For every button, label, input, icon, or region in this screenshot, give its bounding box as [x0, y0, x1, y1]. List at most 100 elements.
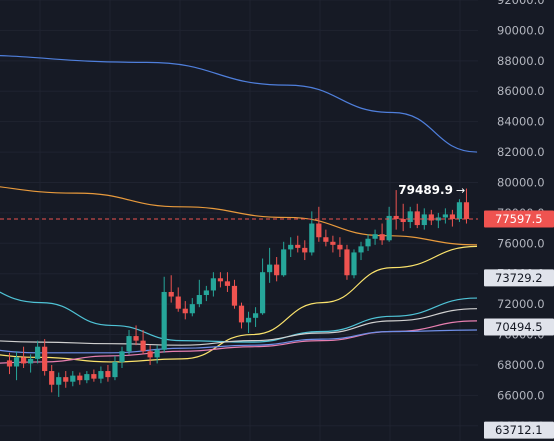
candle-body [295, 244, 301, 248]
candle[interactable] [42, 339, 48, 376]
candle[interactable] [238, 302, 245, 329]
candle[interactable] [351, 249, 357, 279]
candle-body [154, 349, 160, 358]
candle[interactable] [252, 307, 259, 327]
y-tick-label: 90000.0 [497, 23, 545, 37]
high-annotation-label: 79489.9 [398, 183, 453, 197]
price-tag-background [484, 269, 554, 287]
candle[interactable] [442, 208, 448, 224]
candle[interactable] [119, 346, 125, 369]
candle[interactable] [210, 272, 216, 297]
candle-body [56, 377, 62, 385]
candle[interactable] [84, 371, 90, 384]
candle-body [28, 358, 34, 364]
candle[interactable] [63, 371, 69, 388]
candle-body [77, 375, 83, 381]
candle-body [309, 223, 315, 253]
candle[interactable] [259, 258, 266, 315]
candle[interactable] [70, 371, 76, 387]
candle[interactable] [456, 199, 463, 223]
candle[interactable] [217, 272, 224, 288]
candle[interactable] [358, 241, 364, 261]
candle[interactable] [421, 208, 427, 230]
candle-layer [6, 188, 470, 397]
candle-body [442, 214, 448, 218]
candle[interactable] [98, 366, 104, 384]
candle[interactable] [295, 235, 301, 253]
candle[interactable] [203, 285, 209, 302]
candle[interactable] [105, 364, 111, 382]
candle[interactable] [379, 223, 385, 245]
candle[interactable] [140, 329, 146, 355]
candle-body [6, 360, 13, 367]
candle[interactable] [245, 311, 252, 334]
candle[interactable] [56, 372, 62, 397]
candle[interactable] [400, 203, 406, 232]
price-tag: 63712.1 [484, 421, 554, 439]
candle[interactable] [393, 190, 399, 230]
candle-body [238, 305, 245, 323]
candle[interactable] [231, 279, 238, 309]
candle[interactable] [189, 298, 195, 317]
candle[interactable] [161, 276, 167, 353]
candle[interactable] [330, 235, 336, 253]
moving-average-line-3 [0, 245, 478, 363]
candle-body [42, 346, 48, 372]
candle[interactable] [407, 206, 413, 229]
candle[interactable] [224, 272, 231, 292]
candle[interactable] [281, 241, 287, 277]
candle[interactable] [323, 229, 329, 247]
price-tag-background [484, 421, 554, 439]
candle-body [98, 371, 104, 379]
candle[interactable] [449, 209, 456, 227]
candle[interactable] [435, 212, 441, 229]
price-tag: 70494.5 [484, 318, 554, 336]
candle-body [456, 202, 463, 219]
candle[interactable] [35, 340, 41, 364]
candle[interactable] [77, 372, 83, 385]
candle[interactable] [288, 237, 294, 257]
candle-body [393, 215, 399, 219]
candle[interactable] [316, 206, 322, 242]
candle-body [231, 285, 238, 306]
candle[interactable] [49, 364, 55, 393]
candle-body [414, 211, 420, 226]
candle[interactable] [344, 244, 350, 280]
candle[interactable] [414, 203, 420, 229]
candle[interactable] [372, 229, 378, 245]
candle-body [91, 374, 97, 379]
candle[interactable] [13, 351, 20, 381]
candle-body [161, 291, 167, 350]
candle[interactable] [463, 188, 470, 224]
candle[interactable] [28, 354, 34, 373]
candle[interactable] [20, 346, 27, 369]
candle-body [316, 223, 322, 238]
candle[interactable] [147, 345, 153, 365]
candle[interactable] [182, 301, 188, 320]
candle[interactable] [6, 352, 13, 375]
candle[interactable] [386, 206, 392, 242]
candle[interactable] [337, 237, 343, 257]
candle-body [112, 361, 118, 378]
candle[interactable] [428, 209, 434, 226]
y-tick-label: 86000.0 [497, 84, 545, 98]
candle-body [351, 252, 357, 276]
candle[interactable] [365, 234, 371, 251]
candle[interactable] [168, 275, 174, 303]
candle-body [449, 214, 456, 219]
candle-body [288, 244, 294, 250]
candle[interactable] [274, 256, 280, 282]
candle[interactable] [126, 329, 132, 355]
candle[interactable] [302, 240, 308, 261]
candle[interactable] [112, 355, 118, 381]
candle-body [379, 234, 385, 241]
candle[interactable] [91, 369, 97, 382]
candle[interactable] [133, 325, 139, 346]
candle[interactable] [154, 345, 160, 364]
candle[interactable] [196, 279, 202, 308]
candle-body [133, 336, 139, 341]
candle[interactable] [267, 247, 273, 283]
candle-body [245, 317, 252, 323]
candle[interactable] [175, 287, 181, 312]
